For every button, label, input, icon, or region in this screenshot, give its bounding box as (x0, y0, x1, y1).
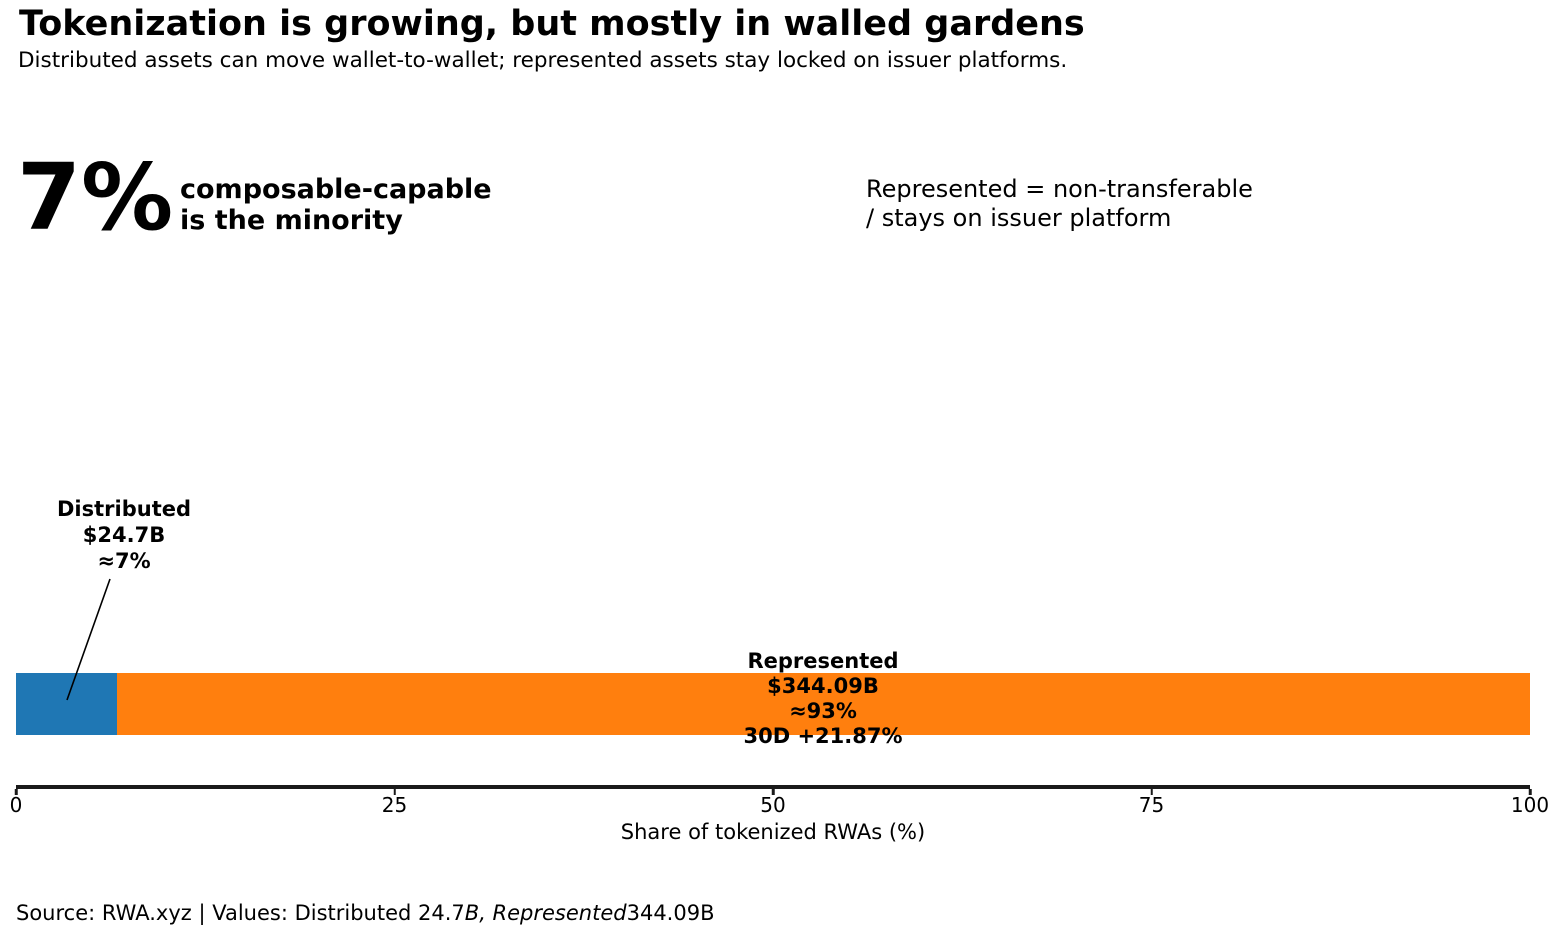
definition-note: Represented = non-transferable / stays o… (866, 175, 1253, 233)
source-note: Source: RWA.xyz | Values: Distributed 24… (16, 901, 714, 925)
stacked-bar (16, 673, 1530, 735)
chart-title: Tokenization is growing, but mostly in w… (19, 4, 1085, 44)
definition-note-line2: / stays on issuer platform (866, 204, 1172, 232)
x-tick-mark (771, 788, 775, 795)
x-tick-label: 100 (1510, 793, 1550, 817)
distributed-annotation-share: ≈7% (97, 549, 151, 573)
bar-segment-represented (117, 673, 1530, 735)
source-note-prefix: Source: RWA.xyz | Values: Distributed 24… (16, 901, 465, 925)
x-tick-mark (1150, 788, 1153, 795)
chart-subtitle: Distributed assets can move wallet-to-wa… (18, 48, 1068, 73)
x-axis-label: Share of tokenized RWAs (%) (620, 820, 926, 844)
source-note-suffix: 344.09B (626, 901, 715, 925)
represented-annotation-label: Represented (747, 649, 899, 673)
x-tick-label: 75 (1138, 793, 1165, 817)
stat-value: 7% (17, 144, 174, 251)
definition-note-line1: Represented = non-transferable (866, 175, 1253, 203)
stat-caption-line2: is the minority (180, 205, 403, 236)
distributed-annotation-label: Distributed (56, 497, 192, 521)
x-tick-mark (393, 788, 396, 795)
x-tick-label: 0 (9, 793, 23, 817)
distributed-annotation-value: $24.7B (82, 523, 166, 547)
represented-annotation-share: ≈93% (789, 699, 857, 723)
represented-annotation-change: 30D +21.87% (743, 724, 903, 748)
stat-caption: composable-capable is the minority (180, 174, 492, 236)
represented-annotation-value: $344.09B (767, 674, 879, 698)
distributed-annotation: Distributed $24.7B ≈7% (57, 496, 191, 574)
source-note-italic: B, Represented (464, 901, 627, 925)
bar-segment-distributed (16, 673, 118, 735)
represented-annotation: Represented $344.09B ≈93% 30D +21.87% (743, 649, 902, 749)
x-tick-label: 25 (381, 793, 408, 817)
x-axis-ticks: 0 25 50 75 100 (10, 785, 1549, 825)
x-tick-label: 50 (760, 793, 786, 817)
stat-caption-line1: composable-capable (180, 174, 492, 205)
x-tick-mark (14, 788, 18, 795)
x-tick-mark (1528, 788, 1532, 795)
x-axis-line (16, 785, 1530, 789)
